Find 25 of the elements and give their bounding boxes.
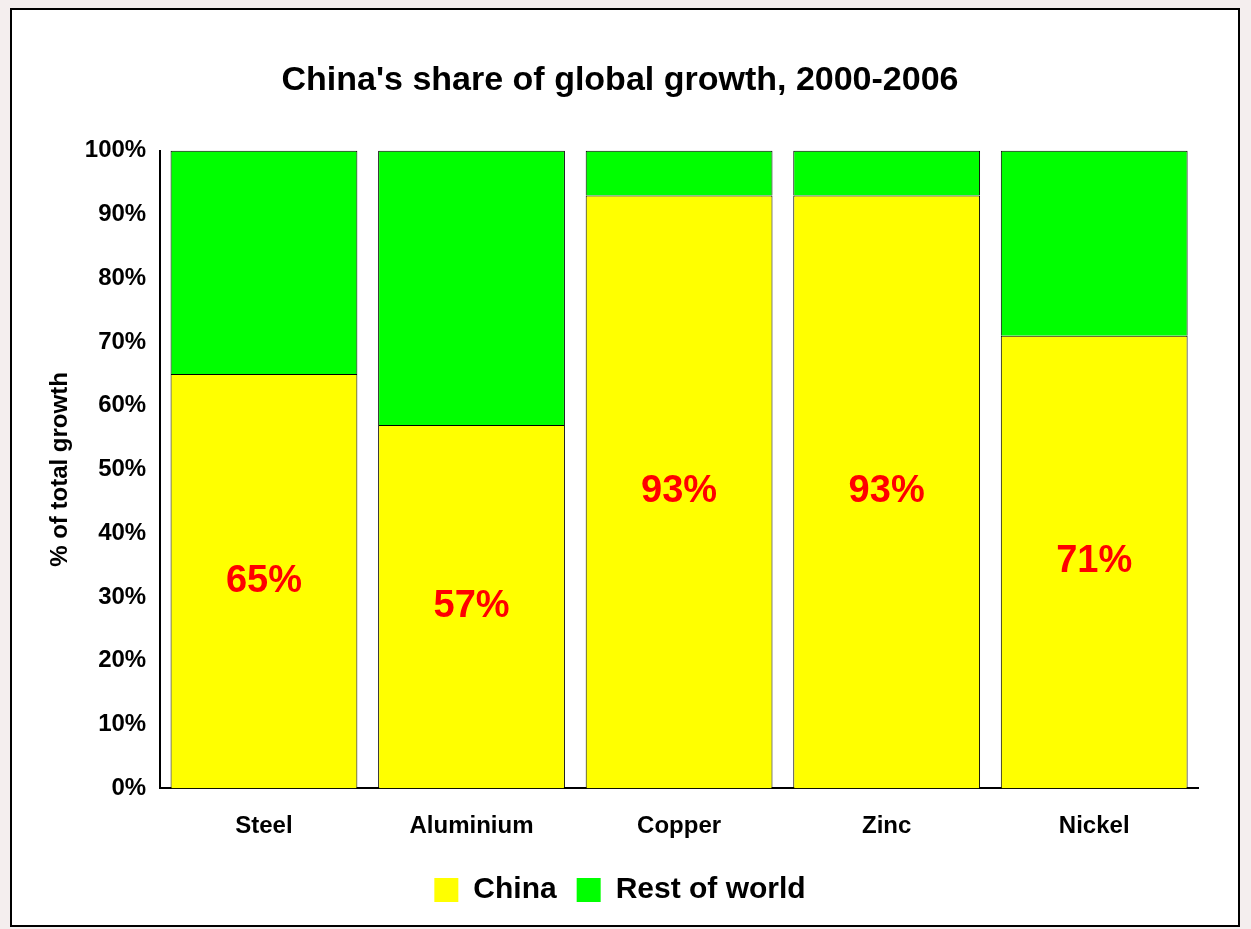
y-tick-label: 10% [98,709,147,737]
y-tick-label: 90% [98,199,147,227]
x-tick-label: Steel [235,811,293,839]
legend-label: Rest of world [615,871,806,905]
data-label: 93% [641,468,718,511]
y-tick-label: 40% [98,517,147,545]
x-tick-label: Nickel [1058,811,1130,839]
y-tick-label: 100% [84,135,147,163]
y-tick-label: 0% [111,772,147,800]
y-axis-title: % of total growth [45,372,73,567]
y-tick-label: 70% [98,326,147,354]
y-tick-label: 80% [98,262,147,290]
y-tick-label: 30% [98,581,147,609]
data-label: 93% [848,468,925,511]
x-tick-label: Zinc [861,811,912,839]
y-tick-label: 20% [98,645,147,673]
chart-title: China's share of global growth, 2000-2006 [281,58,959,97]
x-tick-label: Copper [637,811,722,839]
legend-label: China [473,871,557,905]
data-label: 65% [225,557,302,600]
y-tick-label: 50% [98,454,147,482]
y-tick-label: 60% [98,390,147,418]
x-tick-label: Aluminium [409,811,534,839]
data-label: 57% [433,583,510,626]
data-label: 71% [1056,538,1133,581]
